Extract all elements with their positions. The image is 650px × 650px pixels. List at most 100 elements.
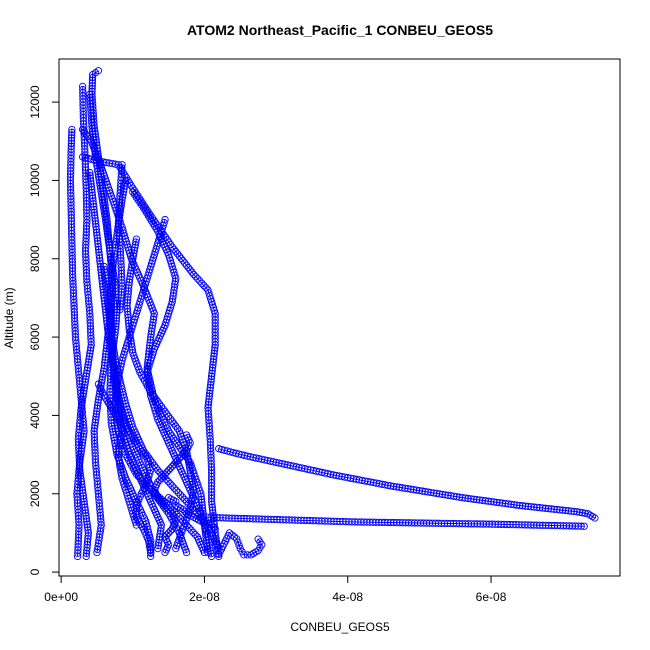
data-point [516,501,524,510]
data-point [82,512,90,520]
data-point [186,466,194,474]
data-point [510,501,518,509]
data-point [332,471,340,480]
data-point [114,392,123,400]
data-point [553,522,562,530]
data-point [116,400,124,408]
data-point [163,531,171,539]
data-point [210,352,218,360]
data-point [120,185,128,193]
data-point [83,517,91,526]
data-point [81,506,89,514]
data-point [275,459,283,467]
series-line [153,434,191,553]
y-tick-label: 10000 [28,163,42,197]
data-point [580,522,588,530]
data-point [111,278,119,286]
data-point [78,486,87,494]
data-point [415,486,424,495]
data-point [447,492,455,500]
data-point [97,187,105,195]
data-point [192,273,200,281]
data-point [93,407,101,415]
data-point [84,358,93,366]
series-group [204,513,588,530]
x-tick-label: 2e-08 [189,590,220,604]
series-group [215,445,599,522]
data-point [470,495,478,503]
data-point [381,481,389,489]
data-point [93,404,101,412]
data-point [90,203,98,211]
data-point [107,333,115,341]
data-point [94,242,102,251]
data-point [115,447,123,456]
data-point [295,463,303,472]
data-point [83,366,91,375]
data-point [533,503,541,512]
data-point [186,502,195,511]
data-point [298,464,306,472]
y-tick-label: 6000 [28,323,42,350]
data-point [99,370,107,378]
data-point [173,456,182,465]
data-point [94,245,103,254]
data-point [81,154,90,162]
data-point [249,453,257,462]
data-point [84,526,92,534]
data-point [200,281,208,290]
data-point [91,418,99,427]
data-point [188,268,196,276]
data-point [161,215,169,224]
data-point [87,180,95,188]
data-point [107,324,115,332]
data-point [130,249,138,257]
data-point [115,445,123,453]
data-point [427,488,435,497]
data-point [591,514,599,522]
data-point [144,370,153,378]
data-point [88,188,96,197]
data-point [86,93,94,102]
data-point [188,497,196,505]
data-point [124,316,133,325]
data-point [509,520,517,529]
data-point [109,353,117,361]
data-point [536,504,544,512]
data-point [84,132,92,141]
data-point [484,497,492,505]
data-point [108,347,116,355]
data-point [398,484,406,492]
data-point [541,521,550,530]
data-point [504,500,512,508]
data-point [475,496,484,504]
data-point [86,90,94,98]
data-point [301,465,309,473]
series-layer [66,67,599,561]
data-point [105,301,113,309]
data-point [578,509,587,517]
series-group [164,494,219,533]
series-group [94,380,141,529]
y-axis-label: Altitude (m) [2,287,16,348]
data-point [95,254,104,262]
data-point [206,389,214,397]
data-point [533,521,541,529]
data-point [79,489,87,497]
data-point [473,495,481,504]
data-point [123,296,132,304]
data-point [521,502,530,510]
data-point [252,454,260,462]
data-point [266,457,275,465]
series-group [78,153,223,561]
data-point [562,522,571,530]
data-point [131,243,139,252]
data-point [209,355,218,363]
data-point [111,372,119,380]
data-point [92,220,100,228]
data-point [166,480,174,488]
data-point [544,504,553,513]
data-point [495,499,504,507]
data-point [524,521,532,529]
data-point [92,225,100,234]
